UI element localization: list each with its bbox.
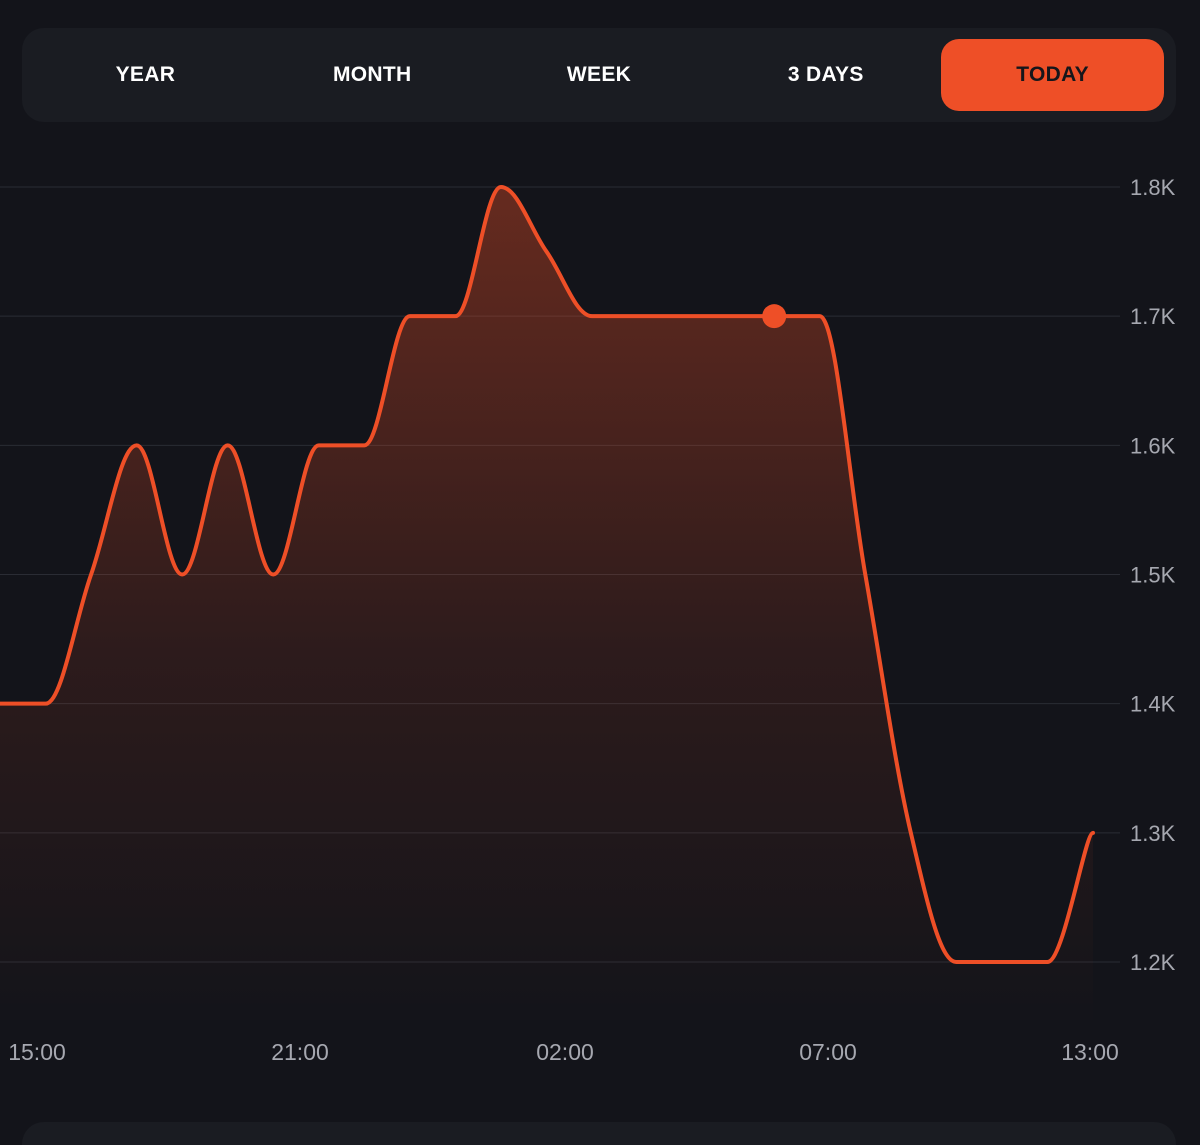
x-tick-label: 21:00 — [271, 1039, 329, 1065]
time-range-tabs: YEAR MONTH WEEK 3 DAYS TODAY — [22, 28, 1176, 122]
y-tick-label: 1.2K — [1130, 950, 1176, 975]
y-tick-label: 1.7K — [1130, 304, 1176, 329]
x-tick-label: 02:00 — [536, 1039, 594, 1065]
series-area — [0, 187, 1093, 1027]
chart-area: 1.2K 1.3K 1.4K 1.5K 1.6K 1.7K 1.8K 15:00 21:00 0… — [0, 122, 1200, 1112]
y-tick-label: 1.6K — [1130, 433, 1176, 458]
x-tick-label: 15:00 — [8, 1039, 66, 1065]
x-axis-ticks: 15:00 21:00 02:00 07:00 13:00 — [8, 1039, 1119, 1065]
area-chart: 1.2K 1.3K 1.4K 1.5K 1.6K 1.7K 1.8K 15:00 21:00 0… — [0, 175, 1176, 1065]
highlight-point[interactable] — [762, 304, 787, 329]
tab-3-days[interactable]: 3 DAYS — [787, 63, 864, 86]
tab-year[interactable]: YEAR — [115, 63, 176, 86]
y-axis-ticks: 1.2K 1.3K 1.4K 1.5K 1.6K 1.7K 1.8K — [1130, 175, 1176, 975]
tab-today[interactable]: TODAY — [941, 39, 1164, 111]
y-tick-label: 1.8K — [1130, 175, 1176, 200]
y-tick-label: 1.3K — [1130, 821, 1176, 846]
tab-week[interactable]: WEEK — [566, 63, 632, 86]
y-tick-label: 1.5K — [1130, 563, 1176, 588]
x-tick-label: 07:00 — [799, 1039, 857, 1065]
y-tick-label: 1.4K — [1130, 692, 1176, 717]
tab-month[interactable]: MONTH — [332, 63, 412, 86]
x-tick-label: 13:00 — [1061, 1039, 1119, 1065]
bottom-panel — [22, 1122, 1176, 1145]
series-line — [0, 185, 1095, 965]
